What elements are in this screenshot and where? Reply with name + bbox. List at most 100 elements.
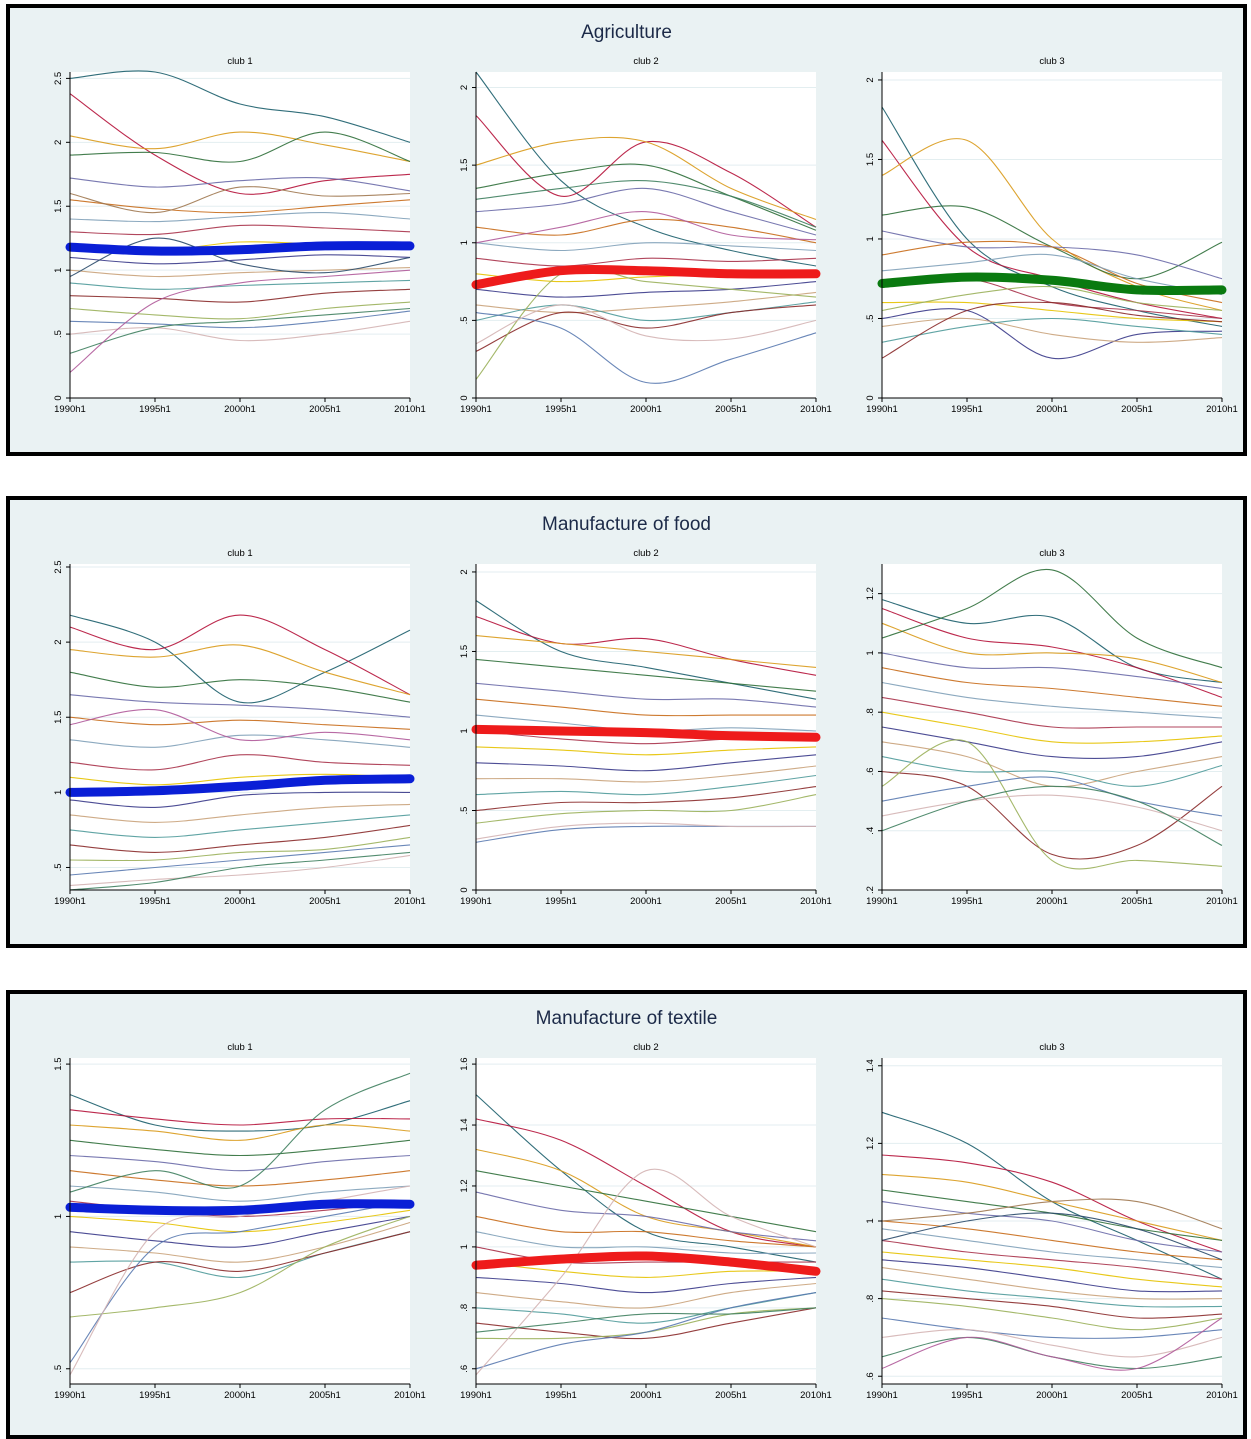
series-line bbox=[69, 310, 411, 329]
series-line bbox=[881, 1298, 1223, 1331]
series-line bbox=[881, 652, 1223, 690]
club-mean-line bbox=[471, 265, 821, 290]
series-line bbox=[475, 1292, 817, 1370]
series-line bbox=[69, 814, 411, 838]
club-mean-line bbox=[877, 272, 1227, 296]
series-line bbox=[69, 803, 411, 823]
x-tick-label: 2005h1 bbox=[309, 1390, 341, 1401]
x-tick-label: 2000h1 bbox=[1036, 896, 1068, 907]
series-line bbox=[881, 1239, 1223, 1280]
x-tick-label: 2010h1 bbox=[394, 404, 426, 415]
y-tick-label: 2 bbox=[53, 140, 64, 145]
series-line bbox=[475, 635, 817, 668]
y-tick-label: 0 bbox=[459, 887, 470, 892]
series-line bbox=[69, 791, 411, 808]
series-line bbox=[69, 224, 411, 236]
y-tick-label: 1.5 bbox=[865, 153, 876, 166]
series-line bbox=[881, 1251, 1223, 1288]
y-tick-label: .5 bbox=[53, 1365, 64, 1373]
series-line bbox=[881, 770, 1223, 860]
panel-title: Agriculture bbox=[581, 22, 672, 43]
series-line bbox=[69, 1124, 411, 1141]
x-tick-label: 2000h1 bbox=[224, 896, 256, 907]
plot-area bbox=[882, 72, 1222, 398]
series-line bbox=[475, 136, 817, 221]
y-tick-label: 0 bbox=[865, 395, 876, 400]
series-line bbox=[475, 682, 817, 708]
y-tick-label: 1.6 bbox=[459, 1057, 470, 1070]
x-tick-label: 2000h1 bbox=[630, 896, 662, 907]
series-line bbox=[69, 824, 411, 853]
series-line bbox=[475, 218, 817, 244]
series-line bbox=[475, 1261, 817, 1278]
series-line bbox=[475, 1307, 817, 1333]
series-line bbox=[881, 317, 1223, 343]
x-tick-label: 2010h1 bbox=[1206, 1390, 1238, 1401]
series-line bbox=[475, 1118, 817, 1248]
series-line bbox=[475, 211, 817, 244]
x-tick-label: 1990h1 bbox=[866, 404, 898, 415]
series-line bbox=[475, 304, 817, 352]
y-tick-label: 2 bbox=[865, 77, 876, 82]
panel-title: Manufacture of textile bbox=[535, 1008, 718, 1029]
y-tick-label: 2 bbox=[459, 569, 470, 574]
series-line bbox=[69, 186, 411, 214]
y-tick-label: 1 bbox=[459, 240, 470, 245]
series-line bbox=[881, 285, 1223, 312]
subplot-title: club 3 bbox=[1039, 1042, 1064, 1053]
series-line bbox=[69, 1139, 411, 1157]
series-line bbox=[475, 774, 817, 796]
y-tick-label: 1.5 bbox=[459, 159, 470, 172]
x-tick-label: 2000h1 bbox=[224, 404, 256, 415]
series-line bbox=[69, 1221, 411, 1263]
x-tick-label: 2005h1 bbox=[715, 404, 747, 415]
series-line bbox=[475, 242, 817, 252]
series-line bbox=[69, 614, 411, 696]
series-line bbox=[881, 1220, 1223, 1261]
y-tick-label: .6 bbox=[865, 1372, 876, 1380]
series-line bbox=[881, 1290, 1223, 1319]
series-line bbox=[69, 851, 411, 891]
series-line bbox=[475, 281, 817, 298]
series-line bbox=[475, 267, 817, 380]
series-line bbox=[881, 317, 1223, 343]
x-tick-label: 2000h1 bbox=[1036, 1390, 1068, 1401]
series-line bbox=[69, 254, 411, 265]
series-line bbox=[69, 716, 411, 730]
y-tick-label: 1.5 bbox=[53, 200, 64, 213]
club-mean-line bbox=[471, 724, 821, 742]
y-tick-label: .8 bbox=[865, 708, 876, 716]
series-line bbox=[881, 756, 1223, 787]
x-tick-label: 2005h1 bbox=[309, 404, 341, 415]
y-tick-label: 0 bbox=[53, 395, 64, 400]
y-tick-label: 1 bbox=[53, 1214, 64, 1219]
x-tick-label: 1990h1 bbox=[54, 1390, 86, 1401]
series-line bbox=[475, 698, 816, 717]
y-tick-label: 1 bbox=[459, 728, 470, 733]
y-tick-label: 2.5 bbox=[53, 560, 64, 573]
series-line bbox=[881, 253, 1223, 296]
subplot-1: .5 1 1.5 1990h1 1995h1 2000h1 2005h1 2010h1 club… bbox=[53, 1042, 426, 1401]
x-tick-label: 2000h1 bbox=[1036, 404, 1068, 415]
subplot-3: .6 .8 1 1.2 1.4 1990h1 1995h1 2000h1 2005h1 2010h… bbox=[865, 1042, 1238, 1401]
series-line bbox=[475, 1282, 817, 1309]
series-line bbox=[69, 199, 411, 214]
x-tick-label: 1995h1 bbox=[951, 896, 983, 907]
series-line bbox=[475, 822, 817, 840]
series-line bbox=[475, 786, 817, 812]
series-line bbox=[475, 1191, 817, 1242]
y-tick-label: 0 bbox=[459, 395, 470, 400]
y-tick-label: 1.2 bbox=[459, 1179, 470, 1192]
x-tick-label: 1990h1 bbox=[866, 1390, 898, 1401]
series-line bbox=[69, 70, 411, 143]
y-tick-label: 1 bbox=[53, 268, 64, 273]
y-tick-label: 1.2 bbox=[865, 587, 876, 600]
series-line bbox=[881, 726, 1223, 760]
series-line bbox=[69, 773, 411, 786]
y-tick-label: .8 bbox=[459, 1304, 470, 1312]
x-tick-label: 2005h1 bbox=[715, 1390, 747, 1401]
series-line bbox=[69, 93, 411, 195]
series-line bbox=[881, 711, 1223, 744]
series-line bbox=[881, 739, 1223, 870]
series-line bbox=[475, 312, 817, 384]
